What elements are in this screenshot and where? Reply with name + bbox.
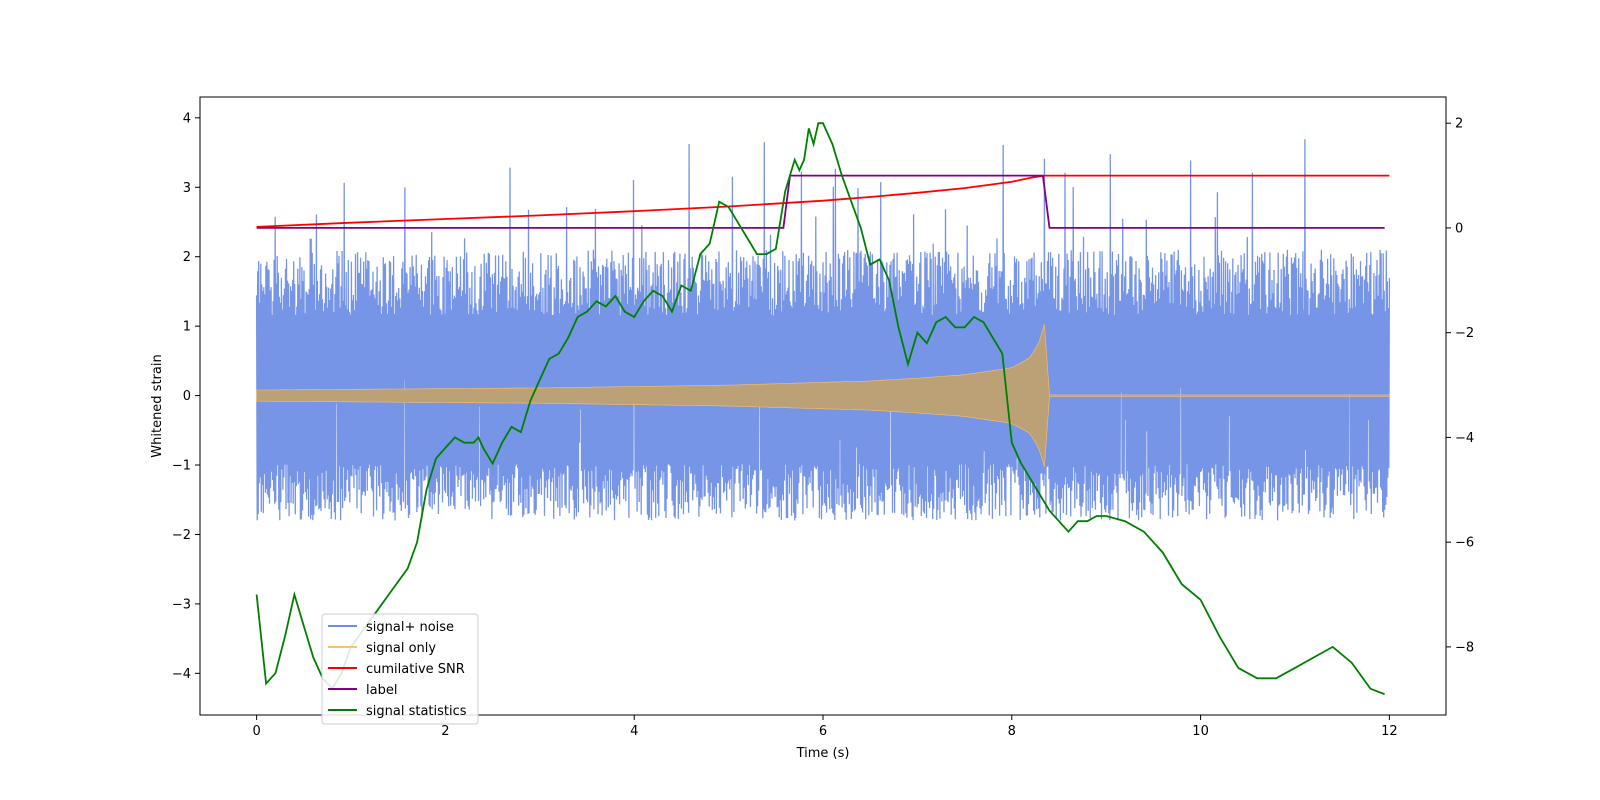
legend-label-signal-only: signal only: [366, 641, 436, 656]
y2-tick-label: 2: [1455, 117, 1463, 132]
y2-tick-label: −2: [1455, 326, 1474, 341]
y-tick-label: −3: [172, 597, 191, 612]
x-tick-label: 4: [630, 724, 638, 739]
legend: signal+ noise signal only cumilative SNR…: [321, 613, 479, 725]
y-tick-label: 2: [183, 250, 191, 265]
x-axis-label: Time (s): [796, 746, 850, 761]
legend-label-signal-statistics: signal statistics: [366, 704, 467, 719]
signal-only-envelope: [256, 324, 1390, 467]
legend-item-label: label: [328, 683, 397, 698]
legend-label-label: label: [366, 683, 397, 698]
y2-tick-label: −8: [1455, 640, 1474, 655]
legend-label-cumulative-snr: cumilative SNR: [366, 662, 465, 677]
y2-tick-label: 0: [1455, 221, 1463, 236]
y-axis-label: Whitened strain: [150, 354, 165, 457]
y-tick-label: −1: [172, 459, 191, 474]
legend-box: [321, 613, 479, 725]
y-tick-label: −4: [172, 667, 191, 682]
legend-item-signal-statistics: signal statistics: [328, 704, 467, 719]
legend-item-signal-only: signal only: [328, 641, 436, 656]
legend-item-signal-noise: signal+ noise: [328, 620, 454, 635]
y-tick-label: 4: [183, 111, 191, 126]
x-tick-label: 10: [1192, 724, 1209, 739]
signal-only-line: [256, 324, 1390, 467]
y-tick-label: 1: [183, 320, 191, 335]
legend-label-signal-noise: signal+ noise: [366, 620, 454, 635]
y-tick-label: 3: [183, 181, 191, 196]
legend-item-cumulative-snr: cumilative SNR: [328, 662, 465, 677]
y-tick-label: −2: [172, 528, 191, 543]
signal-noise-trace: [255, 139, 1391, 521]
y-axis-ticks: −4 −3 −2 −1 0 1 2 3 4: [172, 111, 200, 682]
x-tick-label: 6: [819, 724, 827, 739]
y2-tick-label: −6: [1455, 536, 1474, 551]
y2-axis-ticks: −8 −6 −4 −2 0 2: [1446, 117, 1474, 655]
y2-tick-label: −4: [1455, 431, 1474, 446]
cumulative-snr-line: [256, 174, 1390, 228]
signal-statistics-line: [255, 122, 1385, 695]
x-tick-label: 2: [441, 724, 449, 739]
y-tick-label: 0: [183, 389, 191, 404]
x-tick-label: 0: [252, 724, 260, 739]
x-tick-label: 12: [1381, 724, 1398, 739]
label-line: [256, 174, 1385, 229]
signal-noise-line: [255, 139, 1391, 521]
x-axis-ticks: 0 2 4 6 8 10 12: [252, 715, 1398, 739]
x-tick-label: 8: [1008, 724, 1016, 739]
